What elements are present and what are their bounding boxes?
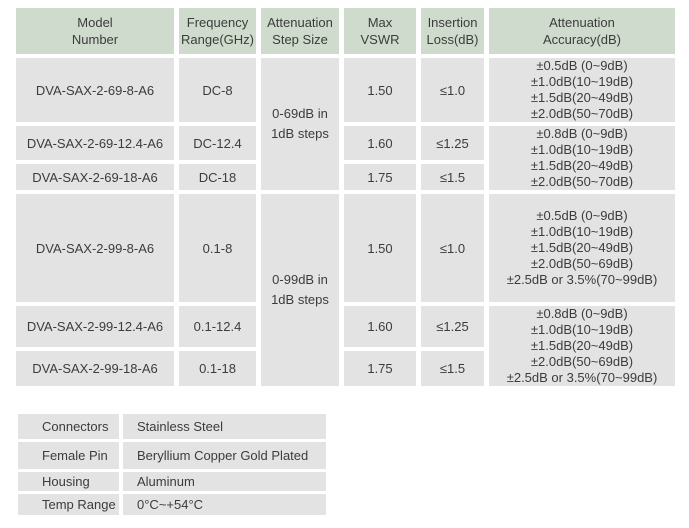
accuracy-cell: ±0.5dB (0~9dB) ±1.0dB(10~19dB) ±1.5dB(20… [489,58,675,122]
table-row: DVA-SAX-2-69-8-A6 DC-8 0-69dB in 1dB ste… [16,58,675,190]
table-row: DVA-SAX-2-99-18-A6 0.1-18 1.75 ≤1.5 [16,350,675,386]
vswr-cell: 1.60 [344,126,416,160]
model-cell: DVA-SAX-2-69-18-A6 [16,164,174,190]
spec-header-row: Model Number Frequency Range(GHz) Attenu… [16,8,675,54]
header-model-number: Model Number [16,8,174,54]
vswr-cell: 1.75 [344,350,416,386]
step-size-cell: 0-69dB in 1dB steps [261,58,339,190]
info-value-cell: Aluminum [123,472,326,491]
info-label-cell: Housing [18,472,119,491]
insertion-loss-cell: ≤1.0 [421,194,484,302]
header-frequency-range: Frequency Range(GHz) [179,8,256,54]
vswr-cell: 1.50 [344,194,416,302]
header-insertion-loss: Insertion Loss(dB) [421,8,484,54]
info-row-connectors: Connectors Stainless Steel [18,414,326,439]
model-cell: DVA-SAX-2-69-8-A6 [16,58,174,122]
table-row: DVA-SAX-2-99-12.4-A6 0.1-12.4 1.60 ≤1.25… [16,306,675,386]
vswr-cell: 1.75 [344,164,416,190]
model-cell: DVA-SAX-2-69-12.4-A6 [16,126,174,160]
model-cell: DVA-SAX-2-99-8-A6 [16,194,174,302]
table-row: DVA-SAX-2-99-8-A6 0.1-8 0-99dB in 1dB st… [16,194,675,386]
page: Model Number Frequency Range(GHz) Attenu… [0,4,689,518]
info-label-cell: Connectors [18,414,119,439]
insertion-loss-cell: ≤1.5 [421,164,484,190]
insertion-loss-cell: ≤1.25 [421,126,484,160]
info-label-cell: Temp Range [18,494,119,515]
frequency-cell: 0.1-18 [179,350,256,386]
vswr-cell: 1.60 [344,306,416,347]
model-cell: DVA-SAX-2-99-18-A6 [16,350,174,386]
insertion-loss-cell: ≤1.0 [421,58,484,122]
info-value-cell: 0°C~+54°C [123,494,326,515]
table-row: DVA-SAX-2-69-18-A6 DC-18 1.75 ≤1.5 [16,164,675,190]
accuracy-cell: ±0.5dB (0~9dB) ±1.0dB(10~19dB) ±1.5dB(20… [489,194,675,302]
accuracy-cell: ±0.8dB (0~9dB) ±1.0dB(10~19dB) ±1.5dB(20… [489,306,675,386]
info-row-female-pin: Female Pin Beryllium Copper Gold Plated [18,442,326,469]
info-row-temp-range: Temp Range 0°C~+54°C [18,494,326,515]
insertion-loss-cell: ≤1.5 [421,350,484,386]
step-size-cell: 0-99dB in 1dB steps [261,194,339,386]
model-cell: DVA-SAX-2-99-12.4-A6 [16,306,174,347]
header-attenuation-step: Attenuation Step Size [261,8,339,54]
insertion-loss-cell: ≤1.25 [421,306,484,347]
accuracy-cell: ±0.8dB (0~9dB) ±1.0dB(10~19dB) ±1.5dB(20… [489,126,675,190]
frequency-cell: DC-8 [179,58,256,122]
info-label-cell: Female Pin [18,442,119,469]
frequency-cell: DC-18 [179,164,256,190]
table-row: DVA-SAX-2-69-12.4-A6 DC-12.4 1.60 ≤1.25 … [16,126,675,190]
vswr-cell: 1.50 [344,58,416,122]
info-row-housing: Housing Aluminum [18,472,326,491]
info-value-cell: Stainless Steel [123,414,326,439]
spec-table: Model Number Frequency Range(GHz) Attenu… [11,4,680,390]
frequency-cell: DC-12.4 [179,126,256,160]
info-table: Connectors Stainless Steel Female Pin Be… [14,411,330,518]
frequency-cell: 0.1-12.4 [179,306,256,347]
frequency-cell: 0.1-8 [179,194,256,302]
info-value-cell: Beryllium Copper Gold Plated [123,442,326,469]
header-max-vswr: Max VSWR [344,8,416,54]
header-attenuation-accuracy: Attenuation Accuracy(dB) [489,8,675,54]
